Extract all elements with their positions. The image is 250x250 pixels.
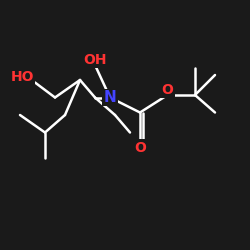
Text: O: O	[162, 83, 173, 97]
Text: HO: HO	[11, 70, 34, 85]
Text: O: O	[134, 140, 146, 154]
Text: N: N	[104, 90, 117, 105]
Text: OH: OH	[83, 53, 107, 67]
